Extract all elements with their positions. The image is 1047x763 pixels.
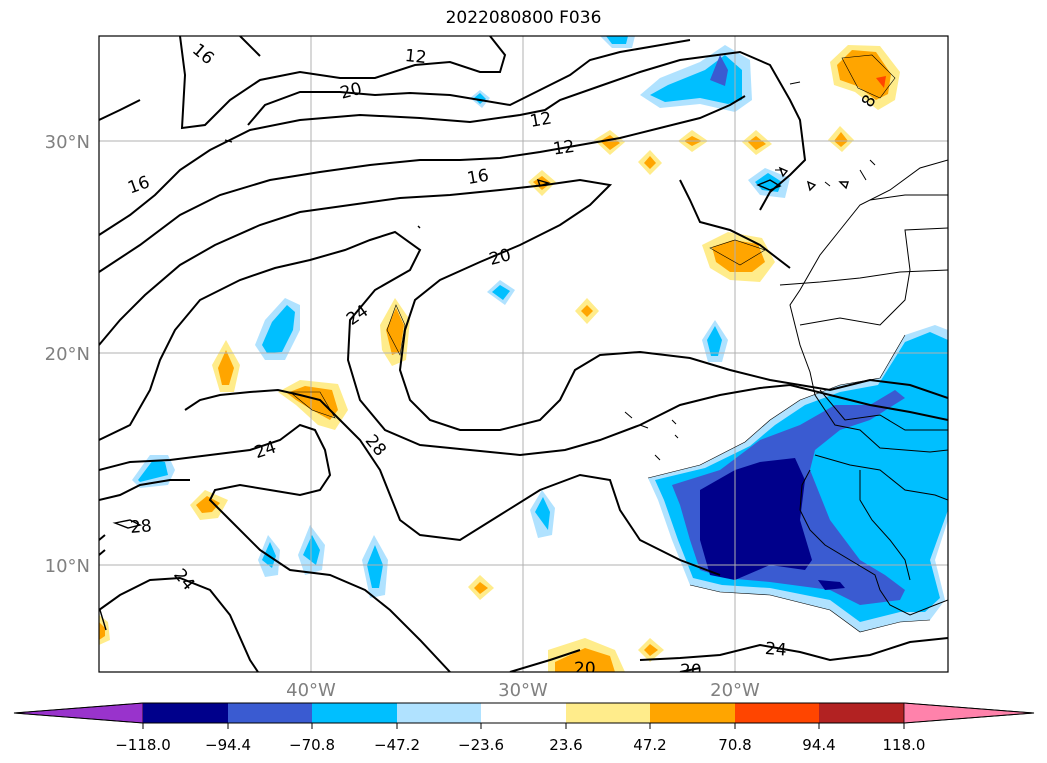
colorbar-extend-left bbox=[13, 702, 144, 724]
colorbar-tick-label: −118.0 bbox=[115, 736, 171, 754]
colorbar-tick-label: 23.6 bbox=[549, 736, 582, 754]
contour-label: 16 bbox=[466, 166, 491, 189]
lon-label: 30°W bbox=[498, 680, 548, 701]
colorbar-segment bbox=[481, 703, 566, 723]
negative-anomaly-shading bbox=[648, 325, 948, 632]
contour-label: 12 bbox=[552, 137, 576, 160]
colorbar-tick-label: −94.4 bbox=[205, 736, 251, 754]
contour-label: 12 bbox=[528, 108, 553, 131]
lat-label: 30°N bbox=[45, 132, 90, 153]
map-frame bbox=[98, 35, 949, 673]
scattered-anomaly-patches bbox=[132, 36, 790, 598]
contour-label: 28 bbox=[129, 516, 152, 538]
lat-label: 10°N bbox=[45, 556, 90, 577]
lat-label: 20°N bbox=[45, 344, 90, 365]
colorbar-tick-label: 70.8 bbox=[718, 736, 751, 754]
height-contours bbox=[99, 36, 948, 672]
colorbar-tick-label: −47.2 bbox=[374, 736, 420, 754]
contour-label: 20 bbox=[680, 661, 702, 681]
colorbar-segment bbox=[228, 703, 312, 723]
contour-label: 12 bbox=[404, 46, 428, 68]
contour-label: 24 bbox=[764, 639, 787, 661]
colorbar-segment bbox=[650, 703, 735, 723]
colorbar-segment bbox=[735, 703, 819, 723]
lon-label: 20°W bbox=[710, 680, 760, 701]
colorbar-extend-right bbox=[903, 702, 1035, 724]
colorbar-tick-label: 118.0 bbox=[883, 736, 926, 754]
colorbar-ticks bbox=[142, 723, 905, 729]
colorbar-tick-label: −23.6 bbox=[458, 736, 504, 754]
gridlines bbox=[99, 36, 948, 672]
colorbar-segment bbox=[312, 703, 397, 723]
contour-label: 20 bbox=[574, 659, 596, 679]
latitude-labels: 30°N 20°N 10°N bbox=[45, 132, 90, 577]
colorbar-segment bbox=[143, 703, 228, 723]
colorbar: −118.0 −94.4 −70.8 −47.2 −23.6 23.6 47.2… bbox=[13, 702, 1035, 754]
colorbar-segment bbox=[566, 703, 650, 723]
map-panel: 16 12 20 12 12 16 16 20 24 24 28 28 24 2… bbox=[99, 36, 948, 681]
map-title: 2022080800 F036 bbox=[445, 8, 602, 28]
colorbar-tick-label: 94.4 bbox=[802, 736, 835, 754]
longitude-labels: 40°W 30°W 20°W bbox=[286, 680, 760, 701]
small-contour-loops bbox=[99, 139, 849, 631]
colorbar-tick-label: −70.8 bbox=[289, 736, 335, 754]
colorbar-segment bbox=[397, 703, 481, 723]
colorbar-segment bbox=[819, 703, 904, 723]
lon-label: 40°W bbox=[286, 680, 336, 701]
coastlines bbox=[624, 81, 948, 616]
colorbar-tick-labels: −118.0 −94.4 −70.8 −47.2 −23.6 23.6 47.2… bbox=[115, 736, 925, 754]
colorbar-tick-label: 47.2 bbox=[633, 736, 666, 754]
